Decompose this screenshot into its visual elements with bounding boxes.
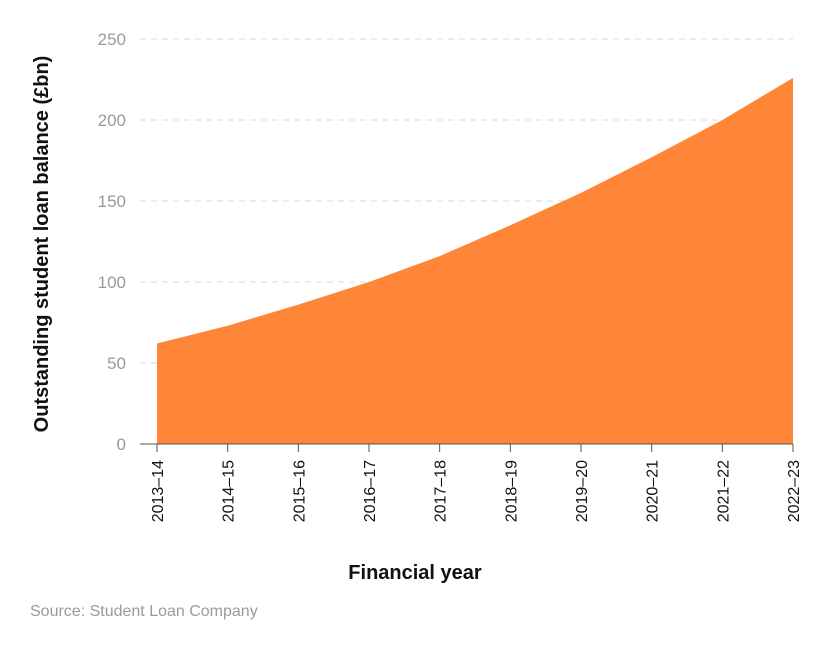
y-tick-label: 50	[107, 354, 126, 373]
series-area	[157, 77, 793, 444]
x-tick-label: 2021–22	[715, 460, 732, 522]
x-tick-label: 2022–23	[786, 460, 803, 522]
x-tick-label: 2019–20	[574, 460, 591, 522]
x-tick-label: 2014–15	[221, 460, 238, 522]
y-tick-label: 200	[98, 111, 126, 130]
x-axis-title: Financial year	[348, 562, 482, 584]
y-tick-label: 150	[98, 192, 126, 211]
x-tick-label: 2015–16	[291, 460, 308, 522]
y-tick-label: 0	[117, 435, 126, 454]
x-tick-label: 2013–14	[150, 460, 167, 522]
source-note: Source: Student Loan Company	[30, 603, 258, 620]
y-axis-ticks: 0 50 100 150 200 250	[98, 30, 126, 454]
y-axis-title: Outstanding student loan balance (£bn)	[31, 56, 53, 433]
x-tick-label: 2016–17	[362, 460, 379, 522]
x-tick-label: 2020–21	[645, 460, 662, 522]
y-tick-label: 100	[98, 273, 126, 292]
x-axis-ticks: 2013–14 2014–15 2015–16 2016–17 2017–18 2018–…	[150, 444, 803, 522]
x-tick-label: 2018–19	[503, 460, 520, 522]
y-tick-label: 250	[98, 30, 126, 49]
x-tick-label: 2017–18	[433, 460, 450, 522]
